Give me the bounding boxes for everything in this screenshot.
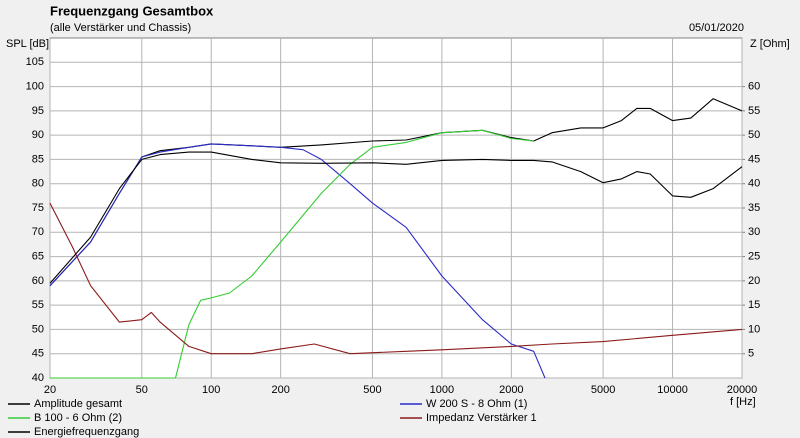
y-tick-label: 95 — [32, 105, 44, 117]
x-axis-label: f [Hz] — [730, 396, 756, 408]
y2-tick-label: 30 — [748, 226, 760, 238]
y-tick-label: 85 — [32, 153, 44, 165]
x-tick-label: 20 — [44, 384, 56, 396]
subtitle: (alle Verstärker und Chassis) — [50, 22, 191, 34]
y-tick-label: 75 — [32, 202, 44, 214]
y2-tick-label: 55 — [748, 105, 760, 117]
y2-tick-label: 35 — [748, 202, 760, 214]
legend-label: B 100 - 6 Ohm (2) — [34, 412, 122, 424]
x-tick-label: 100 — [202, 384, 220, 396]
chart-title: Frequenzgang Gesamtbox — [50, 3, 214, 18]
y2-tick-label: 40 — [748, 178, 760, 190]
y2-tick-label: 45 — [748, 153, 760, 165]
y-axis-label: SPL [dB] — [6, 38, 49, 50]
y-tick-label: 80 — [32, 178, 44, 190]
y-tick-label: 100 — [26, 80, 44, 92]
y-tick-label: 90 — [32, 129, 44, 141]
y2-tick-label: 25 — [748, 250, 760, 262]
y-tick-label: 60 — [32, 275, 44, 287]
x-tick-label: 1000 — [430, 384, 454, 396]
y2-tick-label: 20 — [748, 275, 760, 287]
x-tick-label: 5000 — [591, 384, 615, 396]
y2-tick-label: 10 — [748, 323, 760, 335]
legend-label: Energiefrequenzgang — [34, 426, 139, 438]
x-tick-label: 50 — [136, 384, 148, 396]
series-line — [49, 143, 546, 379]
series-line — [50, 129, 534, 379]
y-tick-label: 55 — [32, 299, 44, 311]
y-tick-label: 105 — [26, 56, 44, 68]
y2-tick-label: 5 — [748, 348, 754, 360]
y2-tick-label: 50 — [748, 129, 760, 141]
x-tick-label: 200 — [271, 384, 289, 396]
y-tick-label: 40 — [32, 372, 44, 384]
y2-tick-label: 15 — [748, 299, 760, 311]
y-tick-label: 50 — [32, 323, 44, 335]
x-tick-label: 10000 — [657, 384, 688, 396]
legend-label: W 200 S - 8 Ohm (1) — [426, 398, 527, 410]
x-tick-label: 2000 — [499, 384, 523, 396]
legend-label: Amplitude gesamt — [34, 398, 122, 410]
y-tick-label: 65 — [32, 250, 44, 262]
y-tick-label: 70 — [32, 226, 44, 238]
y2-tick-label: 60 — [748, 80, 760, 92]
date: 05/01/2020 — [689, 22, 744, 34]
x-tick-label: 500 — [363, 384, 381, 396]
series-line — [49, 151, 743, 284]
series-line — [49, 202, 743, 355]
legend-label: Impedanz Verstärker 1 — [426, 412, 537, 424]
x-tick-label: 20000 — [727, 384, 758, 396]
y2-axis-label: Z [Ohm] — [750, 38, 790, 50]
y-tick-label: 45 — [32, 348, 44, 360]
